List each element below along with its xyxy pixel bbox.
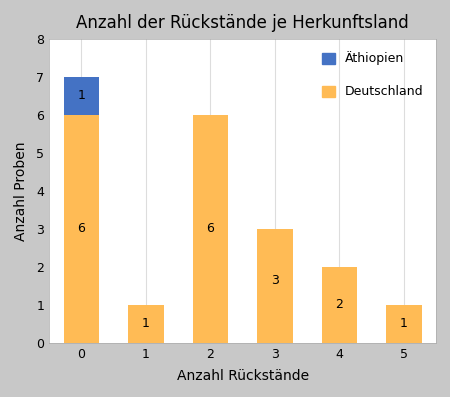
X-axis label: Anzahl Rückstände: Anzahl Rückstände xyxy=(176,369,309,383)
Bar xyxy=(63,115,99,343)
Bar xyxy=(386,305,422,343)
Text: 1: 1 xyxy=(400,318,408,330)
Bar xyxy=(322,267,357,343)
Text: 2: 2 xyxy=(335,299,343,311)
Bar xyxy=(63,77,99,115)
Title: Anzahl der Rückstände je Herkunftsland: Anzahl der Rückstände je Herkunftsland xyxy=(76,14,409,32)
Legend: Äthiopien, Deutschland: Äthiopien, Deutschland xyxy=(316,45,430,105)
Text: 3: 3 xyxy=(271,274,279,287)
Bar xyxy=(128,305,164,343)
Bar xyxy=(257,229,292,343)
Text: 1: 1 xyxy=(142,318,150,330)
Text: 6: 6 xyxy=(77,222,85,235)
Y-axis label: Anzahl Proben: Anzahl Proben xyxy=(14,141,28,241)
Text: 1: 1 xyxy=(77,89,85,102)
Text: 6: 6 xyxy=(207,222,214,235)
Bar xyxy=(193,115,228,343)
